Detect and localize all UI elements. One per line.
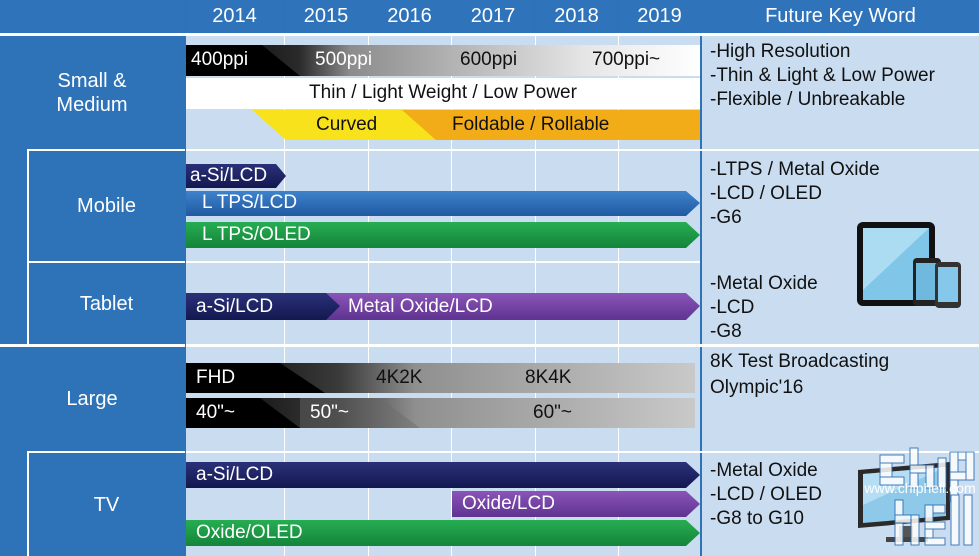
mobile-asi-bar — [186, 164, 286, 188]
thin-light-bar — [186, 78, 700, 109]
large-50-label: 50"~ — [310, 402, 349, 423]
large-size-mid — [300, 398, 420, 428]
tv-oxide-oled-label: Oxide/OLED — [196, 522, 303, 543]
mobile-group-edge — [27, 149, 29, 344]
future-key-word-header: Future Key Word — [702, 0, 979, 33]
keyword-8k-broadcasting: 8K Test Broadcasting — [710, 351, 890, 372]
year-header-2014: 2014 — [186, 0, 283, 33]
foldable-bar — [402, 110, 700, 140]
divider-line — [27, 149, 185, 151]
foldable-label: Foldable / Rollable — [452, 114, 610, 135]
header-divider — [0, 33, 979, 36]
tablet-asi-label: a-Si/LCD — [196, 296, 274, 317]
mobile-asi-label: a-Si/LCD — [190, 165, 268, 186]
keyword-olympic: Olympic'16 — [710, 377, 804, 398]
large-size-stripe — [186, 398, 300, 428]
keyword-g6: -G6 — [710, 207, 742, 228]
category-tablet: Tablet — [79, 292, 134, 315]
tv-oxide-oled-bar — [186, 520, 700, 546]
tv-asi-label: a-Si/LCD — [196, 464, 274, 485]
keyword-thin-light: -Thin & Light & Low Power — [710, 65, 935, 86]
category-tv: TV — [93, 493, 120, 516]
tv-oxide-lcd-bar — [452, 491, 700, 517]
large-4k2k-label: 4K2K — [376, 367, 423, 388]
keyword-g8: -G8 — [710, 321, 742, 342]
tv-asi-bar — [186, 462, 700, 488]
category-mobile: Mobile — [77, 195, 136, 217]
tablet-metal-oxide-label: Metal Oxide/LCD — [348, 296, 493, 317]
ppi-label-700: 700ppi~ — [592, 49, 661, 70]
large-8k4k-label: 8K4K — [525, 367, 572, 388]
large-60-label: 60"~ — [533, 402, 572, 423]
keyword-ltps-metal-oxide: -LTPS / Metal Oxide — [710, 159, 880, 180]
ppi-bar-stripe — [186, 45, 300, 76]
category-large: Large — [66, 388, 118, 410]
tv-group-edge — [27, 451, 29, 556]
mobile-ltps-lcd-bar — [186, 191, 700, 216]
large-fhd-label: FHD — [196, 367, 236, 388]
keyword-tv-metal-oxide: -Metal Oxide — [710, 460, 818, 481]
keyword-high-resolution: -High Resolution — [710, 41, 851, 62]
category-small-medium: Small & Medium — [56, 69, 128, 116]
keyword-lcd: -LCD — [710, 297, 755, 318]
row-divider — [186, 261, 700, 263]
keyword-g8-g10: -G8 to G10 — [710, 508, 804, 529]
divider-line — [27, 261, 185, 263]
large-fhd-stripe — [186, 363, 325, 393]
keyword-lcd-oled: -LCD / OLED — [710, 183, 822, 204]
large-40-label: 40"~ — [196, 402, 235, 423]
chiphell-watermark-logo — [879, 447, 975, 546]
phone-device-icon — [913, 258, 961, 308]
year-header-2019: 2019 — [619, 0, 700, 33]
ppi-label-600: 600ppi — [460, 49, 518, 70]
mobile-ltps-lcd-label: L TPS/LCD — [202, 192, 298, 213]
spacer — [0, 149, 27, 151]
watermark-url: www.chiphell.com — [863, 480, 975, 496]
keyword-flexible: -Flexible / Unbreakable — [710, 89, 906, 110]
divider-line — [0, 344, 185, 347]
divider-line — [27, 451, 185, 453]
year-header-2016: 2016 — [369, 0, 450, 33]
tablet-asi-bar — [186, 293, 340, 320]
mobile-ltps-oled-bar — [186, 222, 700, 248]
year-header-2015: 2015 — [285, 0, 367, 33]
row-divider — [186, 451, 979, 453]
ppi-label-500: 500ppi — [315, 49, 373, 70]
row-divider — [186, 149, 979, 151]
thin-light-label: Thin / Light Weight / Low Power — [309, 82, 577, 103]
keyword-metal-oxide: -Metal Oxide — [710, 273, 818, 294]
tv-oxide-lcd-label: Oxide/LCD — [462, 493, 555, 514]
year-header-2018: 2018 — [536, 0, 617, 33]
keyword-tv-lcd-oled: -LCD / OLED — [710, 484, 822, 505]
ppi-label-400: 400ppi — [191, 49, 249, 70]
row-divider — [186, 344, 979, 347]
curved-label: Curved — [316, 114, 378, 135]
header-corner — [0, 0, 184, 33]
tv-monitor-icon — [858, 462, 950, 542]
mobile-ltps-oled-label: L TPS/OLED — [202, 224, 311, 245]
year-header-2017: 2017 — [452, 0, 534, 33]
